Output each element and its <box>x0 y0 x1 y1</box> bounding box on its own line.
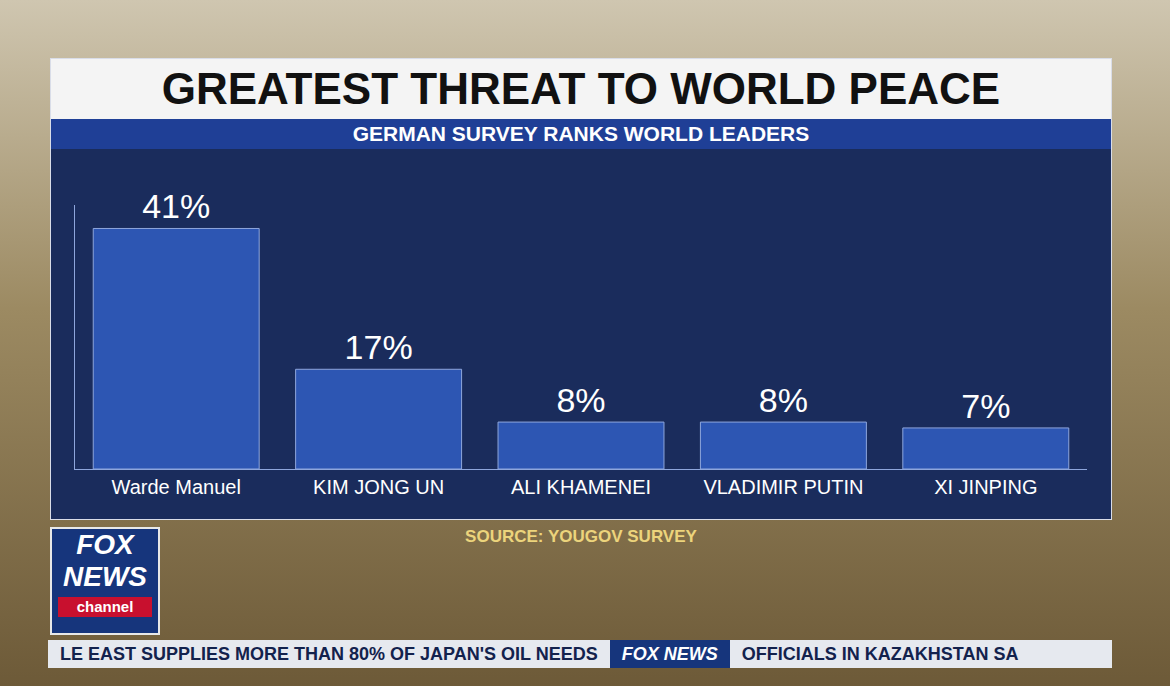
html-text:SOURCE: YOUGOV SURVEY: SOURCE: YOUGOV SURVEY <box>465 527 697 546</box>
svg-text:17%: 17% <box>345 328 413 366</box>
svg-text:8%: 8% <box>759 381 808 419</box>
svg-text:VLADIMIR PUTIN: VLADIMIR PUTIN <box>703 476 863 498</box>
html-text:GREATEST THREAT TO WORLD PEACE: GREATEST THREAT TO WORLD PEACE <box>161 64 1001 113</box>
svg-text:8%: 8% <box>556 381 605 419</box>
html-text:OFFICIALS IN KAZAKHSTAN SA: OFFICIALS IN KAZAKHSTAN SA <box>741 644 1019 664</box>
svg-text:XI JINPING: XI JINPING <box>934 476 1037 498</box>
html-text:FOX NEWS: FOX NEWS <box>621 644 718 664</box>
html-text:GERMAN SURVEY RANKS WORLD LEAD: GERMAN SURVEY RANKS WORLD LEADERS <box>352 122 810 145</box>
html-text:NEWS: NEWS <box>63 561 147 592</box>
html-text:channel: channel <box>76 598 134 615</box>
svg-text:ALI KHAMENEI: ALI KHAMENEI <box>511 476 651 498</box>
html-text:FOX: FOX <box>76 529 134 560</box>
svg-text:KIM JONG UN: KIM JONG UN <box>313 476 444 498</box>
html-text:LE EAST SUPPLIES MORE THAN 80%: LE EAST SUPPLIES MORE THAN 80% OF JAPAN'… <box>60 644 598 664</box>
svg-text:41%: 41% <box>142 187 210 225</box>
svg-text:7%: 7% <box>961 387 1010 425</box>
svg-text:Warde Manuel: Warde Manuel <box>112 476 241 498</box>
